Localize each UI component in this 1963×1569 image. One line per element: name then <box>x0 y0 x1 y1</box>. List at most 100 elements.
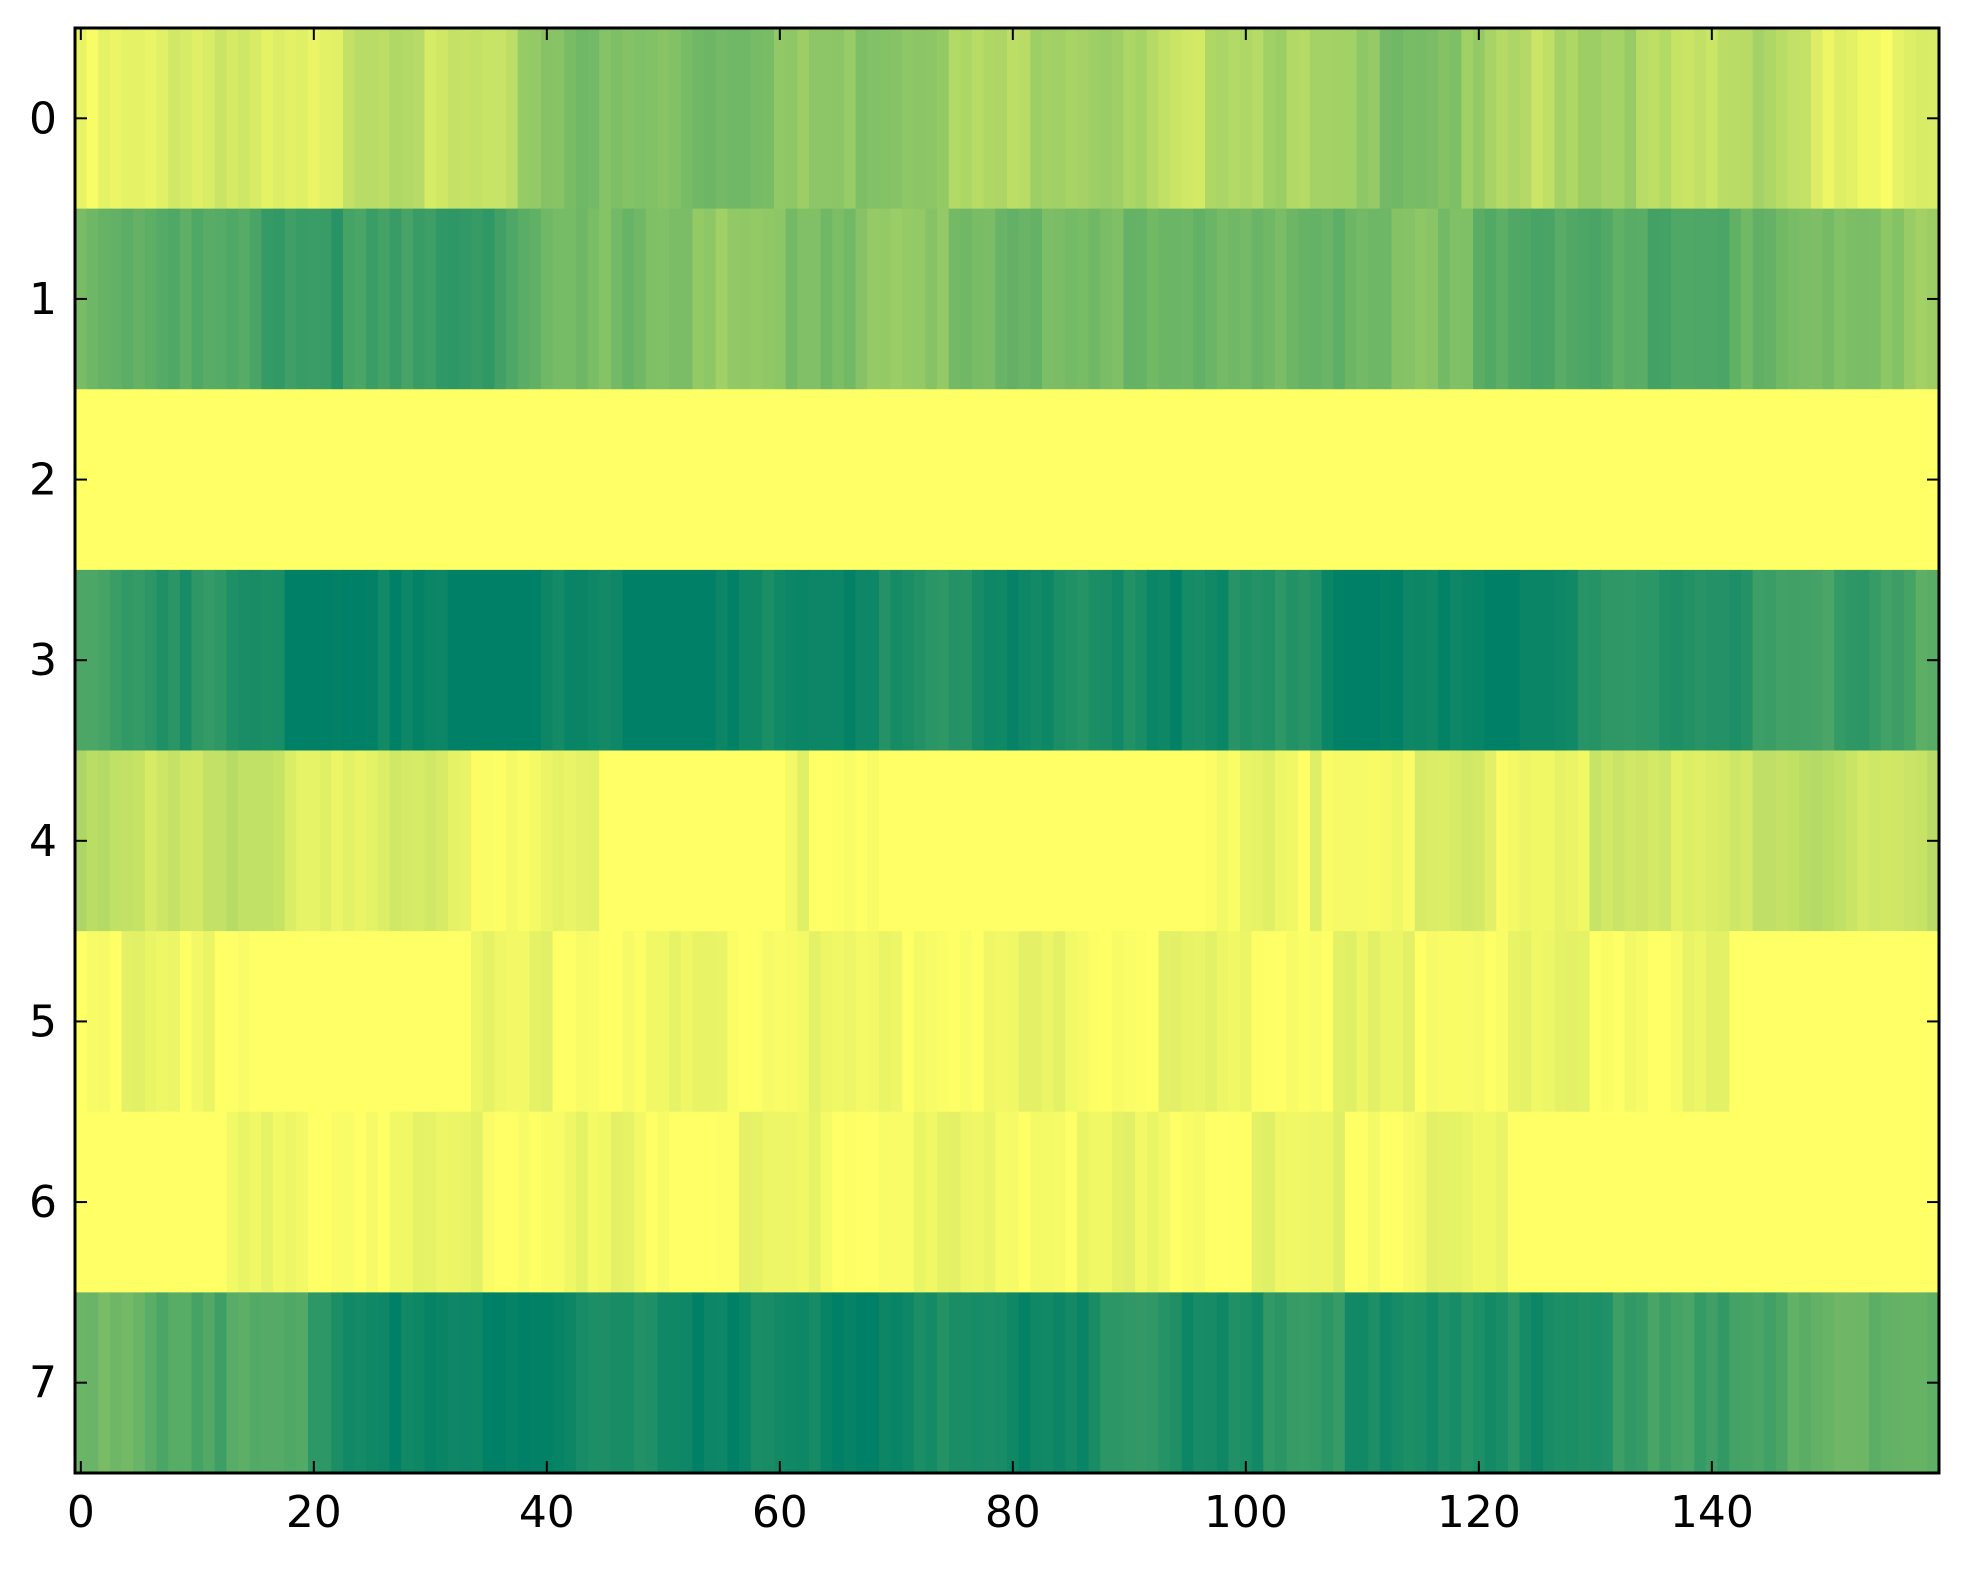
heatmap-cell <box>1170 750 1183 932</box>
heatmap-cell <box>1845 28 1859 210</box>
heatmap-cell <box>692 1292 705 1474</box>
heatmap-cell <box>587 750 600 932</box>
heatmap-cell <box>459 1292 472 1474</box>
heatmap-cell <box>1542 389 1556 571</box>
heatmap-cell <box>774 1292 787 1474</box>
heatmap-cell <box>144 389 158 571</box>
heatmap-cell <box>179 28 193 210</box>
heatmap-cell <box>296 931 309 1113</box>
heatmap-cell <box>1461 750 1474 932</box>
heatmap-cell <box>191 1111 204 1293</box>
heatmap-cell <box>1542 931 1556 1113</box>
heatmap-cell <box>517 931 530 1113</box>
heatmap-cell <box>1671 569 1684 752</box>
heatmap-cell <box>1135 389 1148 571</box>
heatmap-cell <box>1030 750 1043 932</box>
heatmap-cell <box>1729 569 1742 752</box>
heatmap-cell <box>1496 931 1509 1113</box>
heatmap-cell <box>657 931 670 1113</box>
heatmap-cell <box>727 28 740 210</box>
heatmap-cell <box>109 931 123 1113</box>
heatmap-cell <box>1892 1111 1905 1293</box>
heatmap-cell <box>401 28 414 210</box>
heatmap-cell <box>890 1111 903 1293</box>
heatmap-cell <box>226 208 239 390</box>
heatmap-cell <box>1368 1111 1381 1293</box>
heatmap-cell <box>1251 1292 1264 1474</box>
heatmap-cell <box>634 389 647 571</box>
heatmap-cell <box>1519 28 1532 210</box>
heatmap-cell <box>1135 28 1148 210</box>
heatmap-cell <box>273 931 286 1113</box>
heatmap-cell <box>1694 569 1707 752</box>
heatmap-cell <box>1368 28 1381 210</box>
heatmap-cell <box>1438 750 1451 932</box>
heatmap-cell <box>144 569 158 752</box>
heatmap-cell <box>1775 208 1789 390</box>
heatmap-cell <box>1414 1111 1427 1293</box>
heatmap-cell <box>855 1292 868 1474</box>
heatmap-cell <box>1519 750 1532 932</box>
heatmap-cell <box>1065 28 1078 210</box>
heatmap-cell <box>878 750 892 932</box>
heatmap-cell <box>424 389 437 571</box>
heatmap-cell <box>273 1292 286 1474</box>
heatmap-cell <box>1519 569 1532 752</box>
heatmap-cell <box>937 931 950 1113</box>
heatmap-cell <box>1379 208 1393 390</box>
heatmap-cell <box>1356 569 1369 752</box>
heatmap-cell <box>1904 208 1917 390</box>
heatmap-cell <box>1671 1111 1684 1293</box>
heatmap-cell <box>785 931 798 1113</box>
heatmap-cell <box>1636 569 1649 752</box>
heatmap-cell <box>412 28 426 210</box>
heatmap-cell <box>902 750 915 932</box>
heatmap-cell <box>1787 389 1800 571</box>
heatmap-cell <box>890 569 903 752</box>
heatmap-cell <box>902 1111 915 1293</box>
heatmap-cell <box>1076 389 1090 571</box>
heatmap-cell <box>1391 750 1404 932</box>
heatmap-cell <box>1694 389 1707 571</box>
heatmap-cell <box>1810 1111 1824 1293</box>
heatmap-cell <box>680 208 694 390</box>
heatmap-cell <box>366 750 379 932</box>
heatmap-cell <box>1764 931 1777 1113</box>
heatmap-cell <box>1170 1292 1183 1474</box>
heatmap-cell <box>517 389 530 571</box>
heatmap-cell <box>308 750 321 932</box>
heatmap-cell <box>273 28 286 210</box>
heatmap-cell <box>645 569 659 752</box>
heatmap-cell <box>1461 931 1474 1113</box>
heatmap-cell <box>1193 569 1206 752</box>
heatmap-cell <box>669 389 682 571</box>
heatmap-cell <box>319 1111 332 1293</box>
heatmap-cell <box>1426 569 1439 752</box>
heatmap-cell <box>156 28 169 210</box>
heatmap-cell <box>1496 389 1509 571</box>
heatmap-cell <box>599 28 612 210</box>
heatmap-cell <box>1904 1292 1917 1474</box>
heatmap-cell <box>564 1111 577 1293</box>
heatmap-cell <box>1647 931 1660 1113</box>
heatmap-cell <box>261 389 274 571</box>
heatmap-cell <box>1309 1292 1323 1474</box>
heatmap-cell <box>739 389 752 571</box>
heatmap-cell <box>1787 569 1800 752</box>
heatmap-cell <box>739 28 752 210</box>
heatmap-cell <box>308 569 321 752</box>
heatmap-cell <box>529 1111 542 1293</box>
heatmap-cell <box>669 1111 682 1293</box>
heatmap-cell <box>1076 28 1090 210</box>
heatmap-cell <box>634 569 647 752</box>
heatmap-cell <box>1158 569 1171 752</box>
heatmap-cell <box>1403 28 1416 210</box>
heatmap-cell <box>715 208 728 390</box>
heatmap-cell <box>1740 28 1754 210</box>
heatmap-cell <box>1764 569 1777 752</box>
heatmap-cell <box>564 931 577 1113</box>
heatmap-cell <box>1880 569 1893 752</box>
heatmap-cell <box>1251 389 1264 571</box>
heatmap-cell <box>1286 28 1299 210</box>
heatmap-cell <box>98 1292 111 1474</box>
